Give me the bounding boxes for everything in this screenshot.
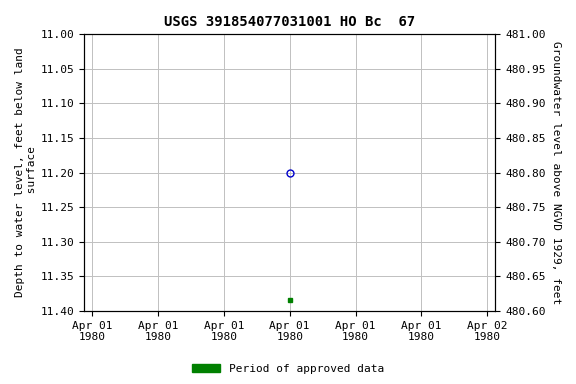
Legend: Period of approved data: Period of approved data [188,359,388,379]
Y-axis label: Depth to water level, feet below land
 surface: Depth to water level, feet below land su… [15,48,37,298]
Title: USGS 391854077031001 HO Bc  67: USGS 391854077031001 HO Bc 67 [164,15,415,29]
Y-axis label: Groundwater level above NGVD 1929, feet: Groundwater level above NGVD 1929, feet [551,41,561,304]
